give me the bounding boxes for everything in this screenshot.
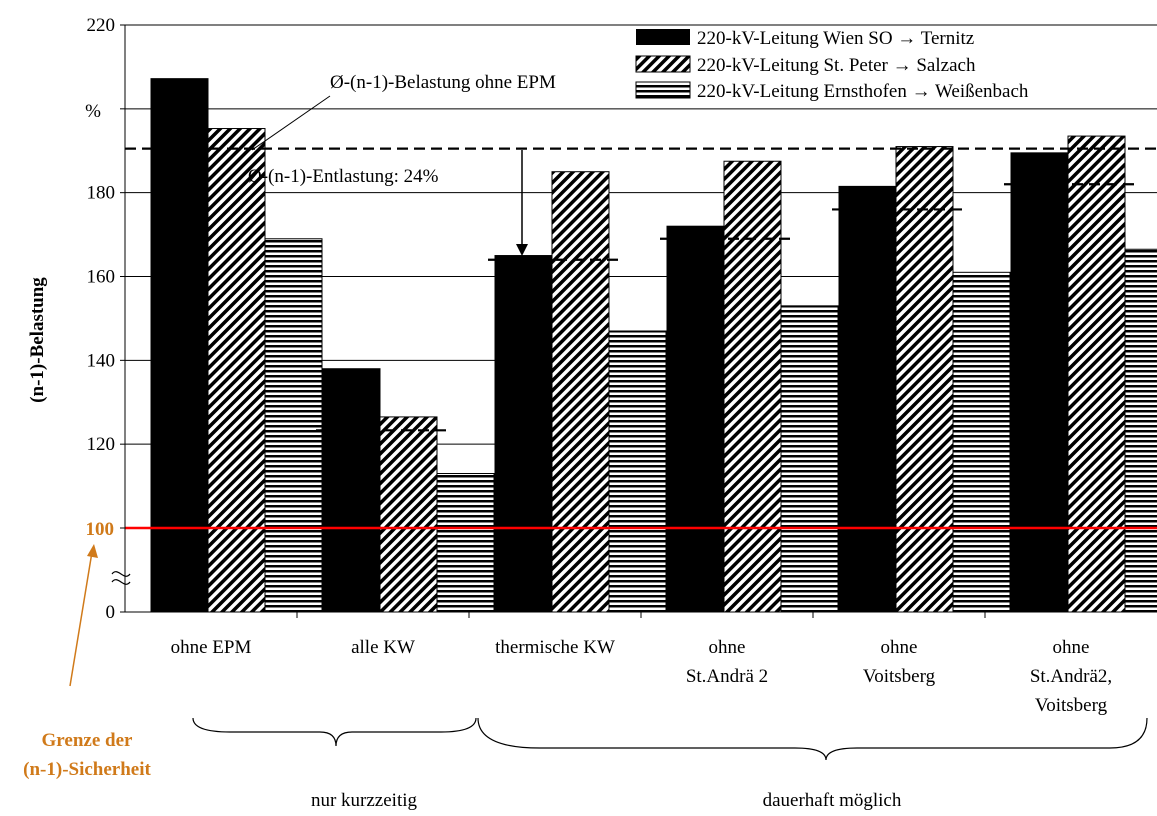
legend-swatch-series-2 [635, 55, 691, 73]
bar-series-1-cat-5 [838, 185, 897, 613]
limit-label-line-1: Grenze der [42, 730, 133, 751]
legend-entry-series-1: 220-kV-Leitung Wien SO → Ternitz [697, 28, 974, 49]
y-tick-label-140: 140 [87, 350, 116, 371]
y-axis-label: (n-1)-Belastung [27, 277, 48, 403]
x-tick-label-6-line-2: St.Andrä2, [1030, 666, 1112, 687]
bar-series-3-cat-4 [780, 305, 839, 613]
x-tick-label-5-line-2: Voitsberg [863, 666, 936, 687]
bar-series-1-cat-2 [322, 368, 381, 613]
y-tick-label-180: 180 [87, 183, 116, 204]
bar-series-2-cat-1 [207, 128, 266, 613]
bar-series-3-cat-1 [264, 238, 323, 613]
y-tick-label-160: 160 [87, 267, 116, 288]
limit-label-line-2: (n-1)-Sicherheit [23, 759, 151, 780]
limit-arrow-shaft [69, 551, 93, 687]
limit-arrow-head [87, 544, 98, 558]
bar-series-2-cat-5 [895, 146, 954, 613]
bars [150, 78, 1157, 613]
brace-short-term [192, 717, 477, 747]
y-tick-label-220: 220 [87, 15, 116, 36]
brace-permanent [477, 717, 1148, 761]
bar-series-2-cat-2 [379, 416, 438, 613]
bar-series-1-cat-6 [1010, 152, 1069, 613]
y-tick-label-0: 0 [106, 602, 116, 623]
average-lines [125, 147, 1157, 530]
x-tick-label-6-line-3: Voitsberg [1035, 695, 1108, 716]
group-label-permanent: dauerhaft möglich [763, 790, 902, 811]
bar-series-3-cat-6 [1124, 248, 1157, 613]
axis-break-mark-1 [111, 571, 131, 577]
bar-series-3-cat-2 [436, 473, 495, 613]
bar-series-3-cat-3 [608, 330, 667, 613]
bar-series-3-cat-5 [952, 271, 1011, 613]
legend-swatch-series-3 [635, 81, 691, 99]
group-label-short-term: nur kurzzeitig [311, 790, 418, 811]
relief-arrow-head [516, 244, 528, 256]
legend-swatch-series-1 [636, 29, 690, 45]
legend: 220-kV-Leitung Wien SO → Ternitz 220-kV-… [635, 28, 1029, 102]
y-axis-unit: % [85, 101, 101, 122]
annotation-relief: Ø-(n-1)-Entlastung: 24% [248, 166, 439, 187]
bar-series-1-cat-1 [150, 78, 209, 613]
bar-series-2-cat-3 [551, 171, 610, 613]
x-tick-label-5-line-1: ohne [881, 637, 918, 658]
axis-break-mark-2 [111, 579, 131, 585]
legend-entry-series-3: 220-kV-Leitung Ernsthofen → Weißenbach [697, 81, 1029, 102]
bar-series-2-cat-4 [723, 160, 782, 613]
annotation-avg-without-epm: Ø-(n-1)-Belastung ohne EPM [330, 72, 556, 93]
bar-series-1-cat-4 [666, 225, 725, 613]
x-tick-label-2-line-1: alle KW [351, 637, 415, 658]
x-tick-label-3-line-1: thermische KW [495, 637, 615, 658]
x-tick-label-1-line-1: ohne EPM [171, 637, 252, 658]
bar-series-2-cat-6 [1067, 135, 1126, 613]
x-tick-label-4-line-2: St.Andrä 2 [686, 666, 768, 687]
annotation-avg-leader [251, 95, 331, 151]
x-tick-label-4-line-1: ohne [709, 637, 746, 658]
bar-series-1-cat-3 [494, 255, 553, 613]
legend-entry-series-2: 220-kV-Leitung St. Peter → Salzach [697, 55, 976, 76]
axes: 120 140 160 180 220 0 ohne EPM alle KW thermisch… [87, 15, 1157, 716]
x-tick-label-6-line-1: ohne [1053, 637, 1090, 658]
y-tick-label-120: 120 [87, 434, 116, 455]
limit-value-label: 100 [86, 519, 115, 540]
